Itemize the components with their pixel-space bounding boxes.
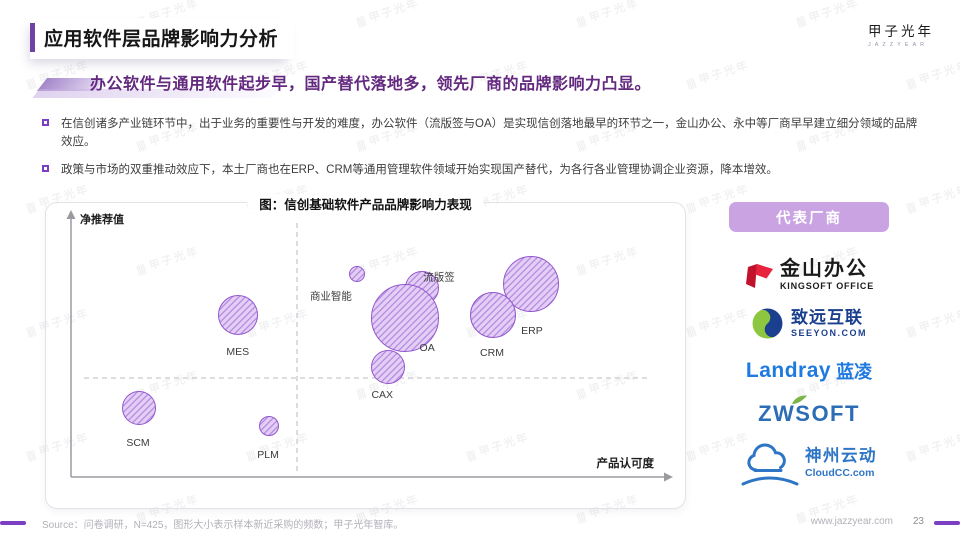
vendor-name-en: Landray [745, 359, 832, 382]
bubble-label: SCM [126, 436, 150, 449]
logo-landray: Landray 蓝凌 [746, 358, 872, 384]
bubble-label: ERP [521, 324, 543, 337]
watermark: 甲子光年 [354, 0, 421, 30]
bullet-square-icon [42, 119, 49, 126]
seeyon-swirl-icon [751, 307, 784, 340]
bullet-list: 在信创诸多产业链环节中，出于业务的重要性与开发的难度，办公软件（流版签与OA）是… [42, 115, 920, 188]
vendors-badge: 代表厂商 [729, 202, 889, 232]
chart-bubble [502, 255, 559, 312]
vendor-name-en: SEEYON.COM [790, 328, 867, 338]
footer-right-dash [934, 521, 960, 525]
chart-bubble [470, 292, 516, 339]
chart-bubble [371, 284, 440, 353]
brand-text: 甲子光年 JAZZYEAR [868, 20, 934, 48]
vendor-name: 致远互联 [790, 308, 863, 327]
header: 应用软件层品牌影响力分析 [30, 18, 295, 59]
website-url: www.jazzyear.com [810, 516, 893, 527]
bullet-text: 在信创诸多产业链环节中，出于业务的重要性与开发的难度，办公软件（流版签与OA）是… [61, 118, 918, 149]
vendors-sidebar: 代表厂商 金山办公 KINGSOFT OFFICE 致远互联 SEEYON [727, 202, 891, 486]
x-axis-label: 产品认可度 [596, 458, 655, 470]
bubble-label: PLM [257, 449, 279, 462]
bubble-label: 流版签 [423, 271, 455, 284]
title-accent-bar [30, 23, 35, 52]
brand-logo: 甲子光年 JAZZYEAR [835, 16, 934, 52]
bubble-label: OA [419, 342, 435, 355]
chart-bubble [348, 265, 365, 282]
chart-axes [66, 210, 673, 482]
bullet-item: 在信创诸多产业链环节中，出于业务的重要性与开发的难度，办公软件（流版签与OA）是… [42, 115, 920, 152]
jazzyear-bars-icon [835, 16, 855, 52]
logo-cloudcc: 神州云动 CloudCC.com [741, 441, 877, 486]
watermark: 甲子光年 [904, 56, 960, 91]
vendor-name: 蓝凌 [836, 362, 873, 382]
footer: Source：问卷调研，N=425，图形大小表示样本新近采购的频数；甲子光年智库… [0, 514, 960, 534]
brand-subname: JAZZYEAR [868, 42, 929, 48]
bullet-text: 政策与市场的双重推动效应下，本土厂商也在ERP、CRM等通用管理软件领域开始实现… [61, 163, 778, 176]
watermark: 甲子光年 [574, 0, 641, 30]
page-number: 23 [912, 516, 924, 527]
source-note: Source：问卷调研，N=425，图形大小表示样本新近采购的频数；甲子光年智库… [42, 520, 404, 531]
subtitle-row: 办公软件与通用软件起步早，国产替代落地多，领先厂商的品牌影响力凸显。 [32, 70, 652, 98]
bullet-item: 政策与市场的双重推动效应下，本土厂商也在ERP、CRM等通用管理软件领域开始实现… [42, 161, 920, 179]
zwsoft-leaf-icon [792, 395, 808, 404]
vendor-name-en: CloudCC.com [805, 466, 875, 479]
vendor-name-en: ZWSOFT [758, 401, 860, 426]
watermark: 甲子光年 [904, 304, 960, 339]
vendor-name: 神州云动 [805, 447, 877, 466]
kingsoft-flag-icon [746, 263, 773, 288]
bubble-label: MES [226, 346, 250, 359]
chart-title: 图：信创基础软件产品品牌影响力表现 [247, 194, 484, 213]
y-axis-label: 净推荐值 [80, 214, 124, 226]
footer-left-dash [0, 521, 26, 525]
page-title: 应用软件层品牌影响力分析 [44, 29, 279, 50]
chart-bubble [259, 416, 280, 437]
watermark: 甲子光年 [904, 428, 960, 463]
cloud-icon [741, 443, 799, 486]
bubble-label: CRM [480, 347, 504, 360]
bullet-square-icon [42, 164, 49, 172]
logo-kingsoft-office: 金山办公 KINGSOFT OFFICE [744, 259, 874, 291]
logo-seeyon: 致远互联 SEEYON.COM [751, 307, 867, 340]
watermark: 甲子光年 [684, 56, 751, 91]
chart-bubble [217, 295, 258, 336]
vendor-name: 金山办公 [780, 258, 868, 280]
brand-name: 甲子光年 [868, 24, 934, 39]
bubble-label: CAX [371, 388, 394, 401]
bubble-label: 商业智能 [309, 290, 352, 303]
chart-bubble [371, 349, 406, 384]
vendor-name-en: KINGSOFT OFFICE [780, 281, 874, 291]
chart-bubble [122, 390, 157, 425]
subtitle: 办公软件与通用软件起步早，国产替代落地多，领先厂商的品牌影响力凸显。 [90, 76, 652, 93]
logo-zwsoft: ZWSOFT [758, 395, 860, 427]
chart-card: 图：信创基础软件产品品牌影响力表现 净推荐值 产品认可度 MES SCM PLM 商业… [45, 194, 686, 509]
